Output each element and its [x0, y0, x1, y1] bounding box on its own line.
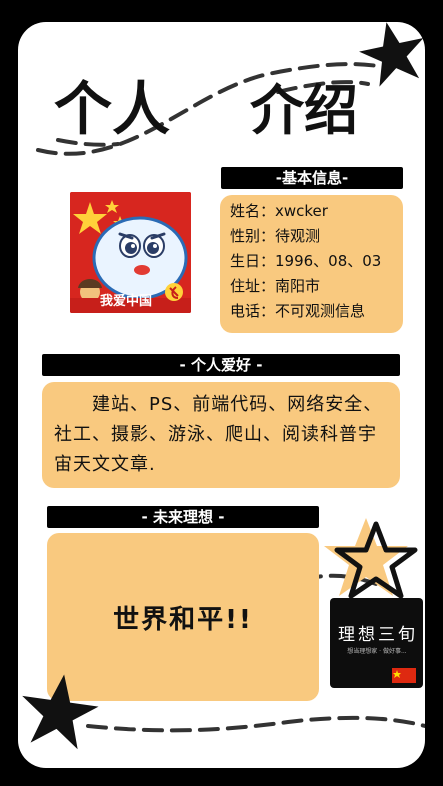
avatar: 我爱中国 — [70, 192, 191, 313]
page-title-part1: 个人 — [54, 75, 171, 143]
ideal-text: 世界和平!! — [113, 604, 253, 635]
page-title-part2: 介绍 — [250, 79, 358, 142]
logo-tile: 理想三旬 想当理想家 · 做好事... — [330, 598, 423, 688]
info-address: 住址：南阳市 — [230, 277, 321, 295]
logo-sub-text: 想当理想家 · 做好事... — [347, 648, 407, 655]
logo-main-text: 理想三旬 — [338, 625, 418, 645]
hobbies-header: - 个人爱好 - — [42, 354, 400, 376]
basic-info-panel: 姓名：xwcker 性别：待观测 生日：1996、08、03 住址：南阳市 电话… — [220, 195, 403, 333]
avatar-illustration — [70, 192, 191, 313]
info-birthday: 生日：1996、08、03 — [230, 252, 382, 270]
star-icon-bottom — [22, 674, 99, 750]
profile-card: 个人 介绍 我爱中国 -基本信息- 姓名：xwcker 性别： — [18, 22, 425, 768]
china-flag-icon — [392, 668, 416, 683]
hobbies-text: 建站、PS、前端代码、网络安全、社工、摄影、游泳、爬山、阅读科普宇宙天文文章. — [42, 382, 400, 488]
basic-info-header: -基本信息- — [221, 167, 403, 189]
star-icon — [359, 22, 424, 87]
ideal-header: - 未来理想 - — [47, 506, 319, 528]
avatar-badge-text: 我爱中国 — [100, 294, 153, 309]
info-name: 姓名：xwcker — [230, 202, 328, 220]
star-outline-icon — [324, 518, 418, 599]
info-gender: 性别：待观测 — [230, 227, 321, 245]
info-phone: 电话：不可观测信息 — [230, 302, 366, 320]
ideal-panel: 世界和平!! — [47, 533, 319, 701]
